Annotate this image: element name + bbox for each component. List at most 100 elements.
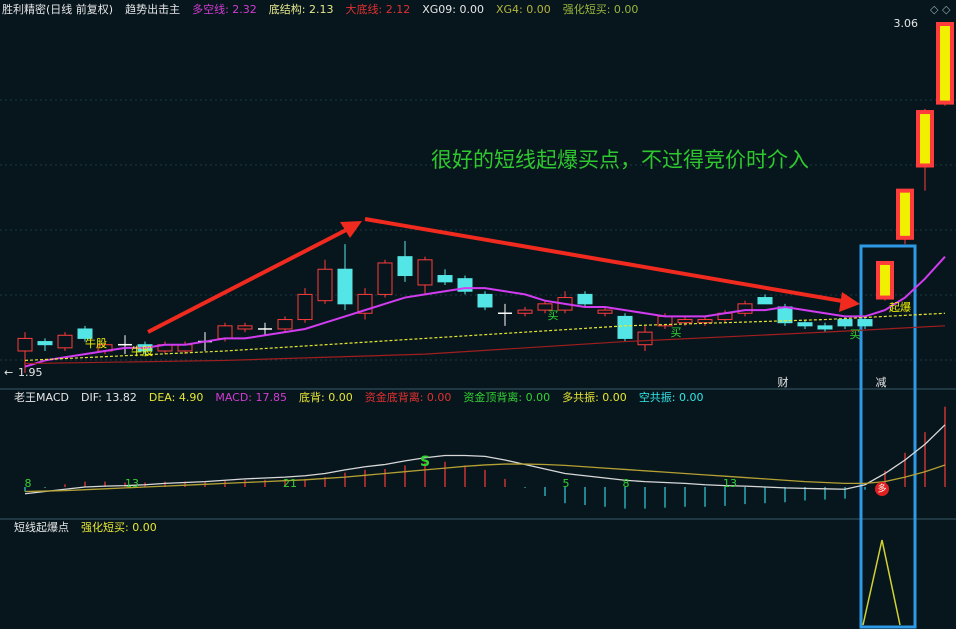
- count-label: 21: [283, 477, 297, 490]
- header-item: 空共振: 0.00: [639, 390, 704, 404]
- candle: [277, 316, 293, 333]
- signal-label: 起爆: [889, 300, 911, 314]
- candle: [697, 316, 713, 326]
- signal-label: 买: [548, 309, 559, 322]
- candle-body: [577, 293, 593, 305]
- count-label: 13: [125, 477, 139, 490]
- candle: [617, 313, 633, 342]
- header-item: 资金底背离: 0.00: [365, 390, 452, 404]
- moving-average: [24, 255, 946, 368]
- candle-body: [637, 331, 653, 346]
- signal-label: 减: [876, 376, 887, 389]
- candle: [317, 259, 333, 304]
- signal-label: 牛股: [85, 336, 107, 350]
- header-item: 多空线: 2.32: [192, 2, 257, 16]
- candle: [258, 322, 272, 336]
- candle: [537, 300, 553, 314]
- window-controls[interactable]: ◇ ◇: [930, 3, 951, 16]
- header-item: 老王MACD: [14, 391, 69, 404]
- dea-line: [24, 463, 946, 493]
- candle: [57, 332, 73, 351]
- candle: [37, 338, 53, 351]
- low-price-label: 1.95: [18, 366, 43, 379]
- header-item: 资金顶背离: 0.00: [463, 390, 550, 404]
- candle: [118, 335, 132, 355]
- moving-average: [24, 312, 946, 362]
- header-item: 大底线: 2.12: [346, 2, 411, 16]
- candle: [817, 322, 833, 333]
- header-item: DIF: 13.82: [81, 391, 137, 404]
- candle-body: [837, 319, 853, 327]
- signal-label: 买: [671, 326, 682, 339]
- candle-body: [297, 293, 313, 321]
- candle: [737, 300, 753, 317]
- candle-body: [896, 188, 914, 240]
- candle-body: [677, 319, 693, 324]
- candle-body: [697, 319, 713, 324]
- candle-body: [617, 315, 633, 339]
- signal-label: 牛股: [131, 344, 153, 358]
- annotation: 很好的短线起爆买点，不过得竞价时介入: [431, 148, 809, 172]
- candle: [517, 306, 533, 317]
- signal-spike: [862, 539, 901, 626]
- candle-body: [417, 259, 433, 286]
- candle-body: [916, 110, 934, 168]
- candle: [297, 288, 313, 323]
- candle-body: [217, 325, 233, 339]
- signal-label: S: [420, 454, 430, 470]
- candle: [337, 244, 353, 311]
- candle: [577, 291, 593, 307]
- signal-label: 买: [850, 328, 861, 341]
- candle-body: [757, 297, 773, 305]
- signal-dot: [875, 482, 889, 496]
- candle: [417, 256, 433, 295]
- candle-body: [876, 260, 894, 300]
- candle: [557, 291, 573, 314]
- candle: [916, 108, 934, 191]
- price-panel: 胜利精密(日线 前复权) 趋势出击主 多空线: 2.32 底结构: 2.13 大底线: …: [2, 2, 954, 389]
- header-item: 底结构: 2.13: [269, 2, 334, 16]
- candle-body: [817, 325, 833, 330]
- signal-panel: 短线起爆点 强化短买: 0.00: [14, 520, 901, 626]
- candle-body: [237, 325, 253, 330]
- grid: [0, 99, 956, 361]
- candle-body: [597, 309, 613, 314]
- header-item: 短线起爆点: [14, 520, 69, 534]
- candle-body: [477, 293, 493, 308]
- count-label: 8: [623, 477, 630, 490]
- signal-label: 多: [877, 483, 886, 495]
- candle-body: [857, 319, 873, 327]
- candle-body: [317, 268, 333, 302]
- header-item: 胜利精密(日线 前复权): [2, 2, 113, 16]
- highlight-box: [859, 244, 917, 629]
- low-arrow: ←: [4, 366, 13, 379]
- moving-average: [24, 325, 946, 365]
- header-item: 底背: 0.00: [299, 390, 353, 404]
- candle: [377, 259, 393, 298]
- candle: [896, 188, 914, 245]
- signal-label: 财: [778, 375, 789, 389]
- dif-line: [24, 424, 946, 495]
- candle-body: [397, 256, 413, 277]
- count-label: 8: [25, 477, 32, 490]
- candle-body: [517, 309, 533, 314]
- candle: [876, 260, 894, 301]
- candle: [477, 291, 493, 311]
- candle: [397, 240, 413, 282]
- candle-body: [377, 262, 393, 295]
- header-item: DEA: 4.90: [149, 391, 203, 404]
- candle: [457, 275, 473, 295]
- count-label: 13: [723, 477, 737, 490]
- macd-panel: 老王MACD DIF: 13.82 DEA: 4.90 MACD: 17.85 底背: …: [14, 390, 946, 509]
- candle-body: [277, 319, 293, 330]
- candle-body: [437, 275, 453, 283]
- header-item: 强化短买: 0.00: [563, 2, 639, 16]
- candle: [157, 341, 173, 355]
- header-item: XG4: 0.00: [496, 3, 551, 16]
- candle: [237, 322, 253, 333]
- candle-body: [57, 334, 73, 349]
- candle: [936, 22, 954, 106]
- candle: [857, 316, 873, 329]
- header-item: XG09: 0.00: [422, 3, 484, 16]
